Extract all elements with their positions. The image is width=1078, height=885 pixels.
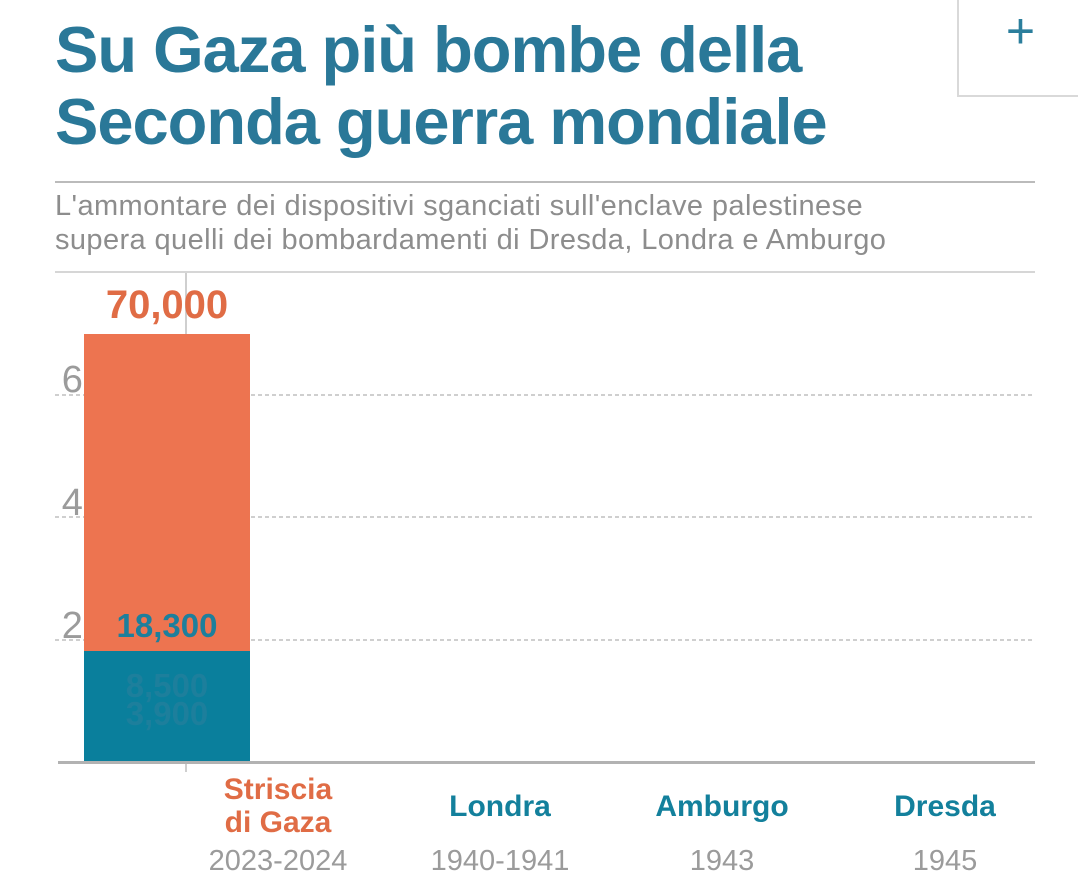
value-label: 3,900: [125, 695, 209, 733]
value-label: 18,300: [116, 606, 218, 644]
category-label-amburgo: Amburgo: [655, 789, 789, 823]
page-title: Su Gaza più bombe della Seconda guerra m…: [55, 13, 985, 159]
expand-button[interactable]: +: [957, 0, 1078, 97]
grid-line-60000: [55, 393, 1035, 396]
period-label-dresda: 1945: [912, 845, 978, 877]
x-axis-baseline: [58, 761, 1035, 764]
chart-subtitle: L'ammontare dei dispositivi sganciati su…: [55, 190, 1045, 257]
category-label-striscia-di-gaza: Striscia di Gaza: [223, 773, 333, 839]
grid-line-40000: [55, 516, 1035, 518]
x-axis-tick: [185, 763, 187, 772]
value-label: 8,500: [125, 666, 209, 704]
chart-subtitle-line2: supera quelli dei bombardamenti di Dresd…: [55, 223, 887, 256]
category-label-dresda: Dresda: [894, 789, 996, 823]
period-label-amburgo: 1943: [689, 845, 755, 877]
chart-subtitle-line1: L'ammontare dei dispositivi sganciati su…: [55, 190, 864, 222]
title-divider: [55, 181, 1035, 183]
bar-dresda: [84, 739, 250, 763]
category-labels: Striscia di Gaza Londra Amburgo Dresda: [0, 770, 1078, 842]
period-label-gaza: 2023-2024: [208, 845, 348, 877]
page-title-line1: Su Gaza più bombe della: [55, 13, 802, 86]
period-label-londra: 1940-1941: [430, 845, 570, 877]
value-label: 70,000: [105, 283, 229, 328]
bar-chart-plot-area: 70,000 18,300 8,500 3,900: [55, 271, 1035, 772]
grid-line-20000: [55, 638, 1035, 641]
category-label-londra: Londra: [449, 789, 551, 823]
bar-group-dresda: 3,900: [55, 273, 279, 763]
page-title-line2: Seconda guerra mondiale: [55, 85, 828, 159]
plus-icon: +: [1005, 3, 1036, 59]
period-labels: 2023-2024 1940-1941 1943 1945: [0, 845, 1078, 885]
